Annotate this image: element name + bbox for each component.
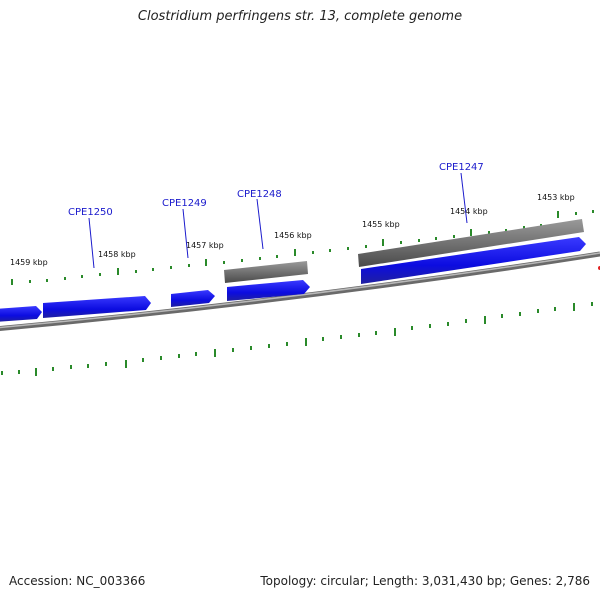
inner-tick-row (1, 302, 593, 376)
kbp-label-1454: 1454 kbp (450, 207, 488, 216)
genome-title: Clostridium perfringens str. 13, complet… (137, 9, 463, 24)
gene-label-cpe1248[interactable]: CPE1248 (237, 189, 282, 200)
gene-arrow-cpe1251[interactable] (0, 306, 42, 322)
kbp-label-1455: 1455 kbp (362, 220, 400, 229)
accession-text: Accession: NC_003366 (9, 574, 146, 588)
kbp-label-1457: 1457 kbp (186, 241, 224, 250)
gene-arrow-cpe1248[interactable] (227, 280, 310, 301)
kbp-label-1459: 1459 kbp (10, 258, 48, 267)
gene-arrow-cpe1247[interactable] (361, 237, 586, 284)
gene-label-cpe1250[interactable]: CPE1250 (68, 207, 113, 218)
genome-summary-text: Topology: circular; Length: 3,031,430 bp… (260, 574, 590, 588)
gene-arrow-cpe1249[interactable] (171, 290, 215, 307)
gene-block-cpe1248[interactable] (224, 261, 308, 283)
kbp-label-1458: 1458 kbp (98, 250, 136, 259)
outer-tick-row (11, 210, 594, 285)
genome-backbone (0, 251, 600, 332)
gene-block-cpe1247[interactable] (358, 219, 584, 267)
gene-label-cpe1247[interactable]: CPE1247 (439, 162, 484, 173)
label-leader-lines (88, 172, 468, 269)
kbp-label-1453: 1453 kbp (537, 193, 575, 202)
gene-arrow-cpe1250[interactable] (43, 296, 151, 318)
kbp-label-1456: 1456 kbp (274, 231, 312, 240)
gene-label-cpe1249[interactable]: CPE1249 (162, 198, 207, 209)
